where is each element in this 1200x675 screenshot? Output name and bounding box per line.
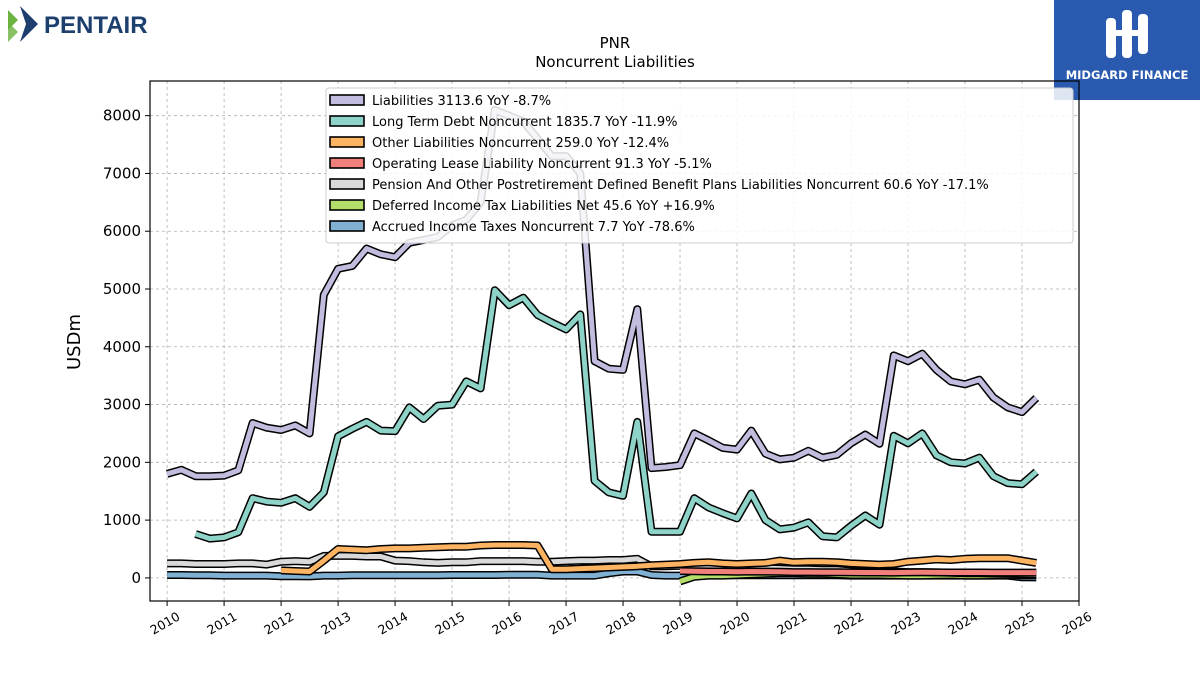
legend-swatch <box>329 115 365 127</box>
legend-entry: Long Term Debt Noncurrent 1835.7 YoY -11… <box>372 115 678 130</box>
x-tick-label: 2015 <box>432 609 467 638</box>
x-tick-label: 2014 <box>375 609 410 638</box>
midgard-logo-text: MIDGARD FINANCE <box>1065 68 1189 82</box>
x-tick-label: 2016 <box>489 609 524 638</box>
legend-swatch <box>329 178 365 190</box>
pentair-mark-icon: PENTAIR <box>8 6 148 42</box>
x-tick-label: 2023 <box>888 609 923 638</box>
pentair-logo: PENTAIR <box>4 4 174 46</box>
x-tick-label: 2021 <box>774 609 809 638</box>
series-line-stroke <box>166 107 1039 479</box>
series-line-stroke <box>194 287 1038 542</box>
y-tick-label: 6000 <box>103 222 141 240</box>
x-tick-label: 2024 <box>945 609 980 638</box>
legend-entry: Liabilities 3113.6 YoY -8.7% <box>372 94 551 109</box>
legend-swatch <box>329 199 365 211</box>
x-tick-label: 2017 <box>546 609 581 638</box>
legend-entry: Accrued Income Taxes Noncurrent 7.7 YoY … <box>372 220 695 235</box>
series-line-stroke <box>679 568 1037 576</box>
y-tick-label: 7000 <box>103 164 141 182</box>
legend-swatch <box>329 94 365 106</box>
y-tick-label: 5000 <box>103 280 141 298</box>
pentair-logo-text: PENTAIR <box>44 12 148 39</box>
x-tick-label: 2026 <box>1059 609 1094 638</box>
y-tick-label: 1000 <box>103 511 141 529</box>
legend-swatch <box>329 157 365 169</box>
x-tick-label: 2019 <box>660 609 695 638</box>
series-line <box>280 541 1037 576</box>
x-tick-label: 2018 <box>603 609 638 638</box>
x-tick-label: 2022 <box>831 609 866 638</box>
series-line <box>679 567 1037 577</box>
series-line-stroke <box>280 542 1037 574</box>
legend-entry: Deferred Income Tax Liabilities Net 45.6… <box>372 199 715 214</box>
legend-swatch <box>329 220 365 232</box>
series-lines <box>165 105 1040 586</box>
y-tick-label: 0 <box>131 569 141 587</box>
legend-box <box>325 87 1074 244</box>
legend-entry: Other Liabilities Noncurrent 259.0 YoY -… <box>372 136 669 151</box>
legend-swatch <box>329 136 365 148</box>
x-tick-label: 2013 <box>318 609 353 638</box>
y-axis-label: USDm <box>64 314 85 370</box>
x-tick-label: 2012 <box>261 609 296 638</box>
chart-title: PNR <box>600 34 631 52</box>
series-line <box>165 105 1040 481</box>
y-tick-label: 4000 <box>103 338 141 356</box>
legend-entry: Operating Lease Liability Noncurrent 91.… <box>372 157 712 172</box>
legend-entry: Pension And Other Postretirement Defined… <box>372 178 989 193</box>
chart-subtitle: Noncurrent Liabilities <box>535 53 695 71</box>
midgard-mark-icon <box>1106 10 1148 58</box>
y-tick-label: 8000 <box>103 107 141 125</box>
x-tick-label: 2020 <box>717 609 752 638</box>
x-tick-label: 2010 <box>147 609 182 638</box>
y-tick-label: 2000 <box>103 453 141 471</box>
x-tick-label: 2025 <box>1002 609 1037 638</box>
plot-frame <box>149 80 1080 602</box>
legend: Liabilities 3113.6 YoY -8.7% Long Term De… <box>325 87 1074 244</box>
series-line <box>194 286 1039 543</box>
y-tick-label: 3000 <box>103 396 141 414</box>
midgard-logo: MIDGARD FINANCE <box>1054 0 1200 100</box>
x-tick-label: 2011 <box>204 609 239 638</box>
